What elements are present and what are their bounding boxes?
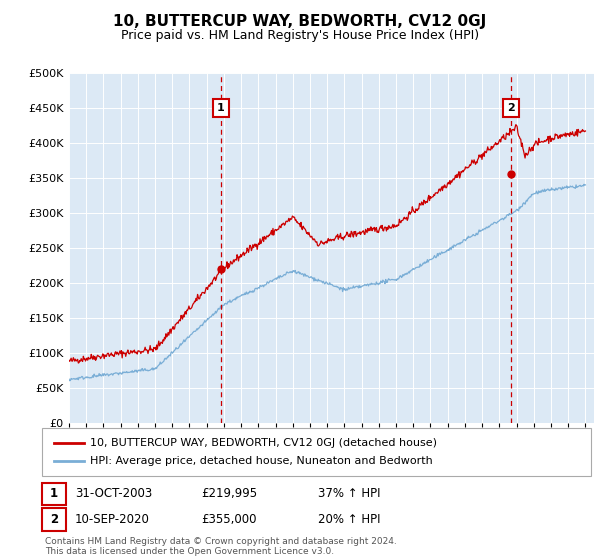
Text: 20% ↑ HPI: 20% ↑ HPI (318, 513, 380, 526)
Text: 2: 2 (508, 103, 515, 113)
Text: This data is licensed under the Open Government Licence v3.0.: This data is licensed under the Open Gov… (45, 547, 334, 556)
Text: HPI: Average price, detached house, Nuneaton and Bedworth: HPI: Average price, detached house, Nune… (90, 456, 433, 466)
Text: 31-OCT-2003: 31-OCT-2003 (75, 487, 152, 501)
Text: 10, BUTTERCUP WAY, BEDWORTH, CV12 0GJ: 10, BUTTERCUP WAY, BEDWORTH, CV12 0GJ (113, 14, 487, 29)
Text: Price paid vs. HM Land Registry's House Price Index (HPI): Price paid vs. HM Land Registry's House … (121, 29, 479, 42)
Text: 37% ↑ HPI: 37% ↑ HPI (318, 487, 380, 501)
Text: £219,995: £219,995 (201, 487, 257, 501)
Text: 10, BUTTERCUP WAY, BEDWORTH, CV12 0GJ (detached house): 10, BUTTERCUP WAY, BEDWORTH, CV12 0GJ (d… (90, 438, 437, 448)
Text: 2: 2 (50, 513, 58, 526)
Text: Contains HM Land Registry data © Crown copyright and database right 2024.: Contains HM Land Registry data © Crown c… (45, 537, 397, 546)
Text: 1: 1 (50, 487, 58, 501)
Text: £355,000: £355,000 (201, 513, 257, 526)
Text: 10-SEP-2020: 10-SEP-2020 (75, 513, 150, 526)
Text: 1: 1 (217, 103, 225, 113)
